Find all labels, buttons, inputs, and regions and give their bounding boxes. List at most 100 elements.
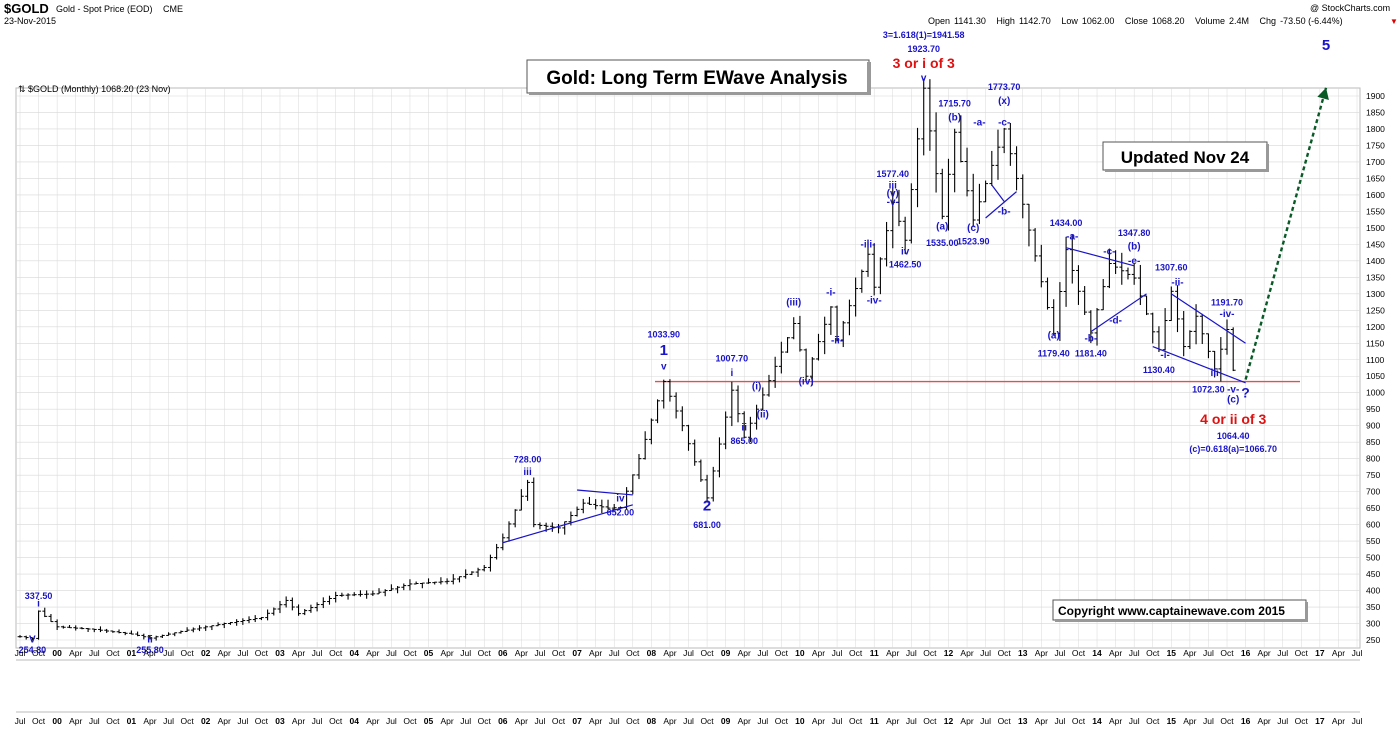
y-tick-label: 400 bbox=[1366, 586, 1380, 596]
legend-icon: ⇅ bbox=[18, 84, 28, 94]
down-arrow-icon: ▼ bbox=[1390, 17, 1398, 26]
x-tick-label: Apr bbox=[663, 648, 676, 658]
x-tick-label: Oct bbox=[923, 648, 937, 658]
x-tick-label: Oct bbox=[106, 648, 120, 658]
title-box bbox=[526, 59, 870, 94]
wave-label: (iii) bbox=[786, 297, 801, 308]
x-tick-label-lower: Oct bbox=[552, 716, 566, 726]
x-tick-label: Jul bbox=[832, 648, 843, 658]
wave-label: 2 bbox=[703, 497, 711, 514]
wave-label: -v- bbox=[887, 197, 899, 208]
x-tick-label: Oct bbox=[1295, 648, 1309, 658]
x-tick-label: Jul bbox=[1352, 648, 1363, 658]
wave-label: 1923.70 bbox=[907, 44, 940, 54]
wave-label: i bbox=[37, 598, 40, 609]
y-tick-label: 1500 bbox=[1366, 223, 1385, 233]
wave-label: 1 bbox=[660, 342, 668, 359]
x-tick-label-lower: Apr bbox=[515, 716, 528, 726]
x-tick-label: Oct bbox=[478, 648, 492, 658]
copyright-note: Copyright www.captainewave.com 2015 bbox=[1058, 604, 1285, 618]
wave-label: (iv) bbox=[799, 376, 814, 387]
x-tick-label: Apr bbox=[1258, 648, 1271, 658]
x-tick-label-lower: Jul bbox=[1129, 716, 1140, 726]
y-tick-label: 1900 bbox=[1366, 91, 1385, 101]
x-tick-label: Jul bbox=[89, 648, 100, 658]
x-tick-label: Jul bbox=[1054, 648, 1065, 658]
x-tick-label: Jul bbox=[535, 648, 546, 658]
x-tick-label-lower: 09 bbox=[721, 716, 731, 726]
x-tick-label: 11 bbox=[870, 648, 879, 658]
y-tick-label: 450 bbox=[1366, 569, 1380, 579]
x-tick-label-lower: Oct bbox=[1072, 716, 1086, 726]
x-tick-label-lower: Apr bbox=[812, 716, 825, 726]
x-tick-label-lower: Jul bbox=[980, 716, 991, 726]
wave-label: -v- bbox=[1227, 385, 1239, 396]
x-tick-label-lower: Oct bbox=[478, 716, 492, 726]
trendline bbox=[1065, 247, 1135, 267]
x-tick-label-lower: Apr bbox=[69, 716, 82, 726]
y-tick-label: 1150 bbox=[1366, 338, 1385, 348]
y-tick-label: 1100 bbox=[1366, 355, 1385, 365]
wave-label: 255.80 bbox=[136, 645, 164, 655]
wave-label: (b) bbox=[948, 113, 961, 124]
x-tick-label: 03 bbox=[275, 648, 285, 658]
y-tick-label: 650 bbox=[1366, 503, 1380, 513]
x-tick-label-lower: 13 bbox=[1018, 716, 1028, 726]
x-tick-label-lower: 02 bbox=[201, 716, 211, 726]
x-tick-label: 07 bbox=[572, 648, 582, 658]
x-tick-label: Oct bbox=[849, 648, 863, 658]
x-tick-label: 17 bbox=[1315, 648, 1325, 658]
x-tick-label-lower: 10 bbox=[795, 716, 805, 726]
x-tick-label: Oct bbox=[181, 648, 195, 658]
wave-label: 1007.70 bbox=[716, 353, 749, 363]
wave-label: -iv- bbox=[1220, 309, 1235, 320]
symbol: $GOLD bbox=[4, 1, 49, 16]
x-tick-label-lower: 17 bbox=[1315, 716, 1325, 726]
wave-label: iii bbox=[1210, 368, 1219, 379]
x-tick-label: 12 bbox=[944, 648, 954, 658]
x-tick-label-lower: Jul bbox=[460, 716, 471, 726]
wave-label: iv bbox=[616, 494, 625, 505]
wave-label: (b) bbox=[1128, 241, 1141, 252]
x-tick-label-lower: Apr bbox=[1332, 716, 1345, 726]
x-tick-label: Apr bbox=[143, 648, 156, 658]
stockcharts-credit: @ StockCharts.com bbox=[1310, 3, 1390, 13]
y-tick-label: 750 bbox=[1366, 470, 1380, 480]
x-tick-label-lower: Oct bbox=[998, 716, 1012, 726]
x-tick-label-lower: Jul bbox=[906, 716, 917, 726]
x-tick-label: Oct bbox=[626, 648, 640, 658]
x-tick-label-lower: Oct bbox=[255, 716, 269, 726]
wave-label: ii bbox=[147, 634, 153, 645]
wave-label: 1462.50 bbox=[889, 259, 922, 269]
y-tick-label: 1750 bbox=[1366, 140, 1385, 150]
x-tick-label-lower: Jul bbox=[757, 716, 768, 726]
x-tick-label: Apr bbox=[515, 648, 528, 658]
wave-label: iii bbox=[889, 180, 898, 191]
trendline bbox=[991, 184, 1005, 202]
x-tick-label-lower: Apr bbox=[589, 716, 602, 726]
wave-label: 652.00 bbox=[607, 507, 635, 517]
y-tick-label: 800 bbox=[1366, 454, 1380, 464]
updated-note: Updated Nov 24 bbox=[1121, 148, 1250, 167]
x-tick-label-lower: Jul bbox=[683, 716, 694, 726]
wave-label: -i- bbox=[1160, 350, 1169, 361]
x-tick-label-lower: Oct bbox=[1146, 716, 1160, 726]
x-tick-label: 14 bbox=[1092, 648, 1102, 658]
wave-label: 1577.40 bbox=[876, 169, 909, 179]
wave-labels: 337.50iV254.80ii255.80728.00iiiiv652.001… bbox=[19, 30, 1331, 655]
x-tick-label: Jul bbox=[757, 648, 768, 658]
wave-label: 1130.40 bbox=[1143, 365, 1175, 375]
wave-label: 5 bbox=[1322, 37, 1330, 54]
wave-label: (i) bbox=[752, 381, 761, 392]
x-tick-label: Oct bbox=[329, 648, 343, 658]
wave-label: 1535.00 bbox=[926, 238, 959, 248]
x-tick-label: Jul bbox=[1277, 648, 1288, 658]
wave-label: i bbox=[730, 368, 733, 379]
x-tick-label: Apr bbox=[886, 648, 899, 658]
x-tick-label: Apr bbox=[69, 648, 82, 658]
x-tick-label: Oct bbox=[775, 648, 789, 658]
x-tick-label: Oct bbox=[1072, 648, 1086, 658]
x-tick-label: 08 bbox=[647, 648, 657, 658]
wave-label: -e- bbox=[1128, 256, 1140, 267]
x-tick-label-lower: 12 bbox=[944, 716, 954, 726]
